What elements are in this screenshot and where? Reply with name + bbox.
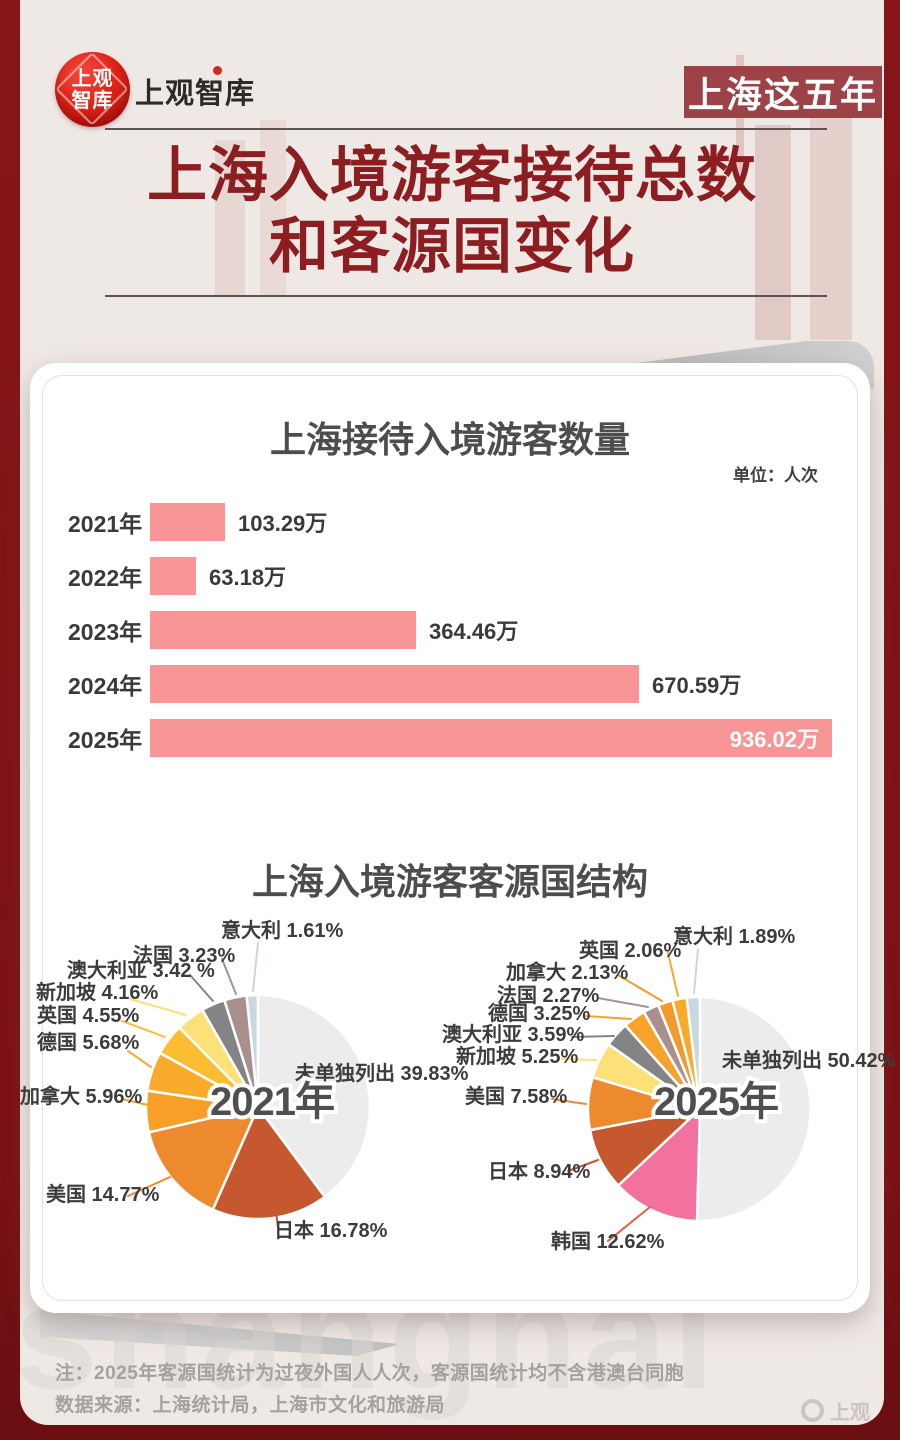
- pie-leader-line-9: [252, 942, 259, 992]
- page-title-line1: 上海入境游客接待总数: [147, 142, 757, 209]
- skyline-decor: [260, 120, 286, 295]
- pie-slice-label-0: 未单独列出 50.42%: [722, 1048, 896, 1072]
- bar-value-label: 103.29万: [238, 511, 328, 536]
- pie-slice-label-9: 意大利 1.61%: [221, 918, 343, 942]
- unit-label: 单位：人次: [733, 466, 818, 485]
- page-title: 上海入境游客接待总数 和客源国变化: [52, 140, 852, 282]
- pie-slice-label-5: 澳大利亚 3.59%: [442, 1022, 584, 1046]
- bar-row: 2022年 63.18万: [68, 549, 844, 603]
- pie-slice-label-5: 英国 4.55%: [37, 1003, 139, 1027]
- pie-slice-label-0: 未单独列出 39.83%: [295, 1061, 469, 1085]
- pie-slice-label-6: 新加坡 4.16%: [36, 980, 158, 1004]
- skyline-decor: [215, 140, 245, 295]
- pie-chart-2021: 未单独列出 39.83% 日本 16.78% 美国 14.77% 加拿大 5.96% 德…: [19, 918, 469, 1242]
- bar-row: 2024年 670.59万: [68, 657, 844, 711]
- pie-slice-1: [211, 1105, 327, 1221]
- page-title-line2: 和客源国变化: [269, 213, 635, 280]
- bar-value-label: 364.46万: [429, 619, 519, 644]
- pie-leader-line-6: [585, 1015, 632, 1020]
- pie-slice-label-2: 日本 8.94%: [488, 1160, 590, 1183]
- content-card: 上海接待入境游客数量 单位：人次 2021年 103.29万 2022年 63.18万…: [19, 363, 896, 1313]
- pie-slice-label-2: 美国 14.77%: [46, 1182, 160, 1206]
- bar: [150, 665, 639, 703]
- bar-category-label: 2025年: [68, 727, 143, 753]
- pie-leader-line-4: [561, 1058, 597, 1061]
- pie-leader-line-5: [121, 1020, 166, 1038]
- bar-chart: 2021年 103.29万 2022年 63.18万 2023年 364.46万 2024年…: [68, 495, 844, 765]
- corner-logo-text: 上观: [830, 1402, 870, 1424]
- bar: [150, 503, 225, 541]
- pie-slice-label-6: 德国 3.25%: [488, 1001, 590, 1025]
- logo-diamond-outline: [55, 52, 129, 126]
- skyline-decor: [810, 85, 852, 340]
- pie-leader-line-5: [571, 1035, 615, 1038]
- bar-category-label: 2021年: [68, 511, 143, 537]
- pie-slice-label-8: 法国 3.23%: [133, 943, 235, 967]
- logo-circle-line1: 上观: [71, 67, 114, 90]
- corner-logo-ring-icon: [801, 1399, 824, 1422]
- pie-leader-line-1: [275, 1210, 279, 1229]
- pie-slice-label-7: 法国 2.27%: [497, 983, 599, 1007]
- pie-leader-line-7: [597, 997, 649, 1008]
- bar-value-label: 63.18万: [209, 565, 287, 590]
- pie-leader-line-8: [221, 958, 237, 995]
- logo-wordmark: 上观智库: [135, 78, 256, 110]
- pie-leader-line-2: [567, 1159, 599, 1172]
- bar: 936.02万: [150, 719, 832, 757]
- pie-leader-line-10: [693, 948, 699, 994]
- bar-category-label: 2024年: [68, 673, 143, 699]
- bar: [150, 611, 416, 649]
- divider-top: [105, 128, 827, 130]
- pie-slice-10: [685, 995, 702, 1111]
- pie-leader-line-2: [127, 1176, 171, 1197]
- pie-slice-label-8: 加拿大 2.13%: [505, 960, 628, 984]
- data-source: 数据来源：上海统计局，上海市文化和旅游局: [55, 1395, 446, 1416]
- bar-value-label: 670.59万: [652, 673, 742, 698]
- footnote: 注：2025年客源国统计为过夜外国人人次，客源国统计均不含港澳台同胞: [55, 1363, 685, 1384]
- pie-chart-2025: 未单独列出 50.42% 韩国 12.62% 日本 8.94% 美国 7.58% 新加坡…: [442, 924, 896, 1253]
- bar-category-label: 2023年: [68, 619, 143, 645]
- bar-category-label: 2022年: [68, 565, 143, 591]
- bar-row: 2021年 103.29万: [68, 495, 844, 549]
- pie-section-title: 上海入境游客客源国结构: [251, 861, 648, 902]
- pearl-tower-decor: [736, 55, 744, 185]
- pie-slice-2: [147, 1105, 260, 1211]
- bar: [150, 557, 196, 595]
- pie-slice-label-1: 日本 16.78%: [274, 1219, 388, 1242]
- bar-chart-title: 上海接待入境游客数量: [269, 419, 630, 460]
- pie-center-year-label: 2025年: [654, 1080, 778, 1124]
- skyline-decor: [755, 125, 791, 340]
- pie-leader-line-3: [551, 1098, 587, 1105]
- pie-slice-0: [256, 993, 372, 1199]
- bar-row: 2025年 936.02万: [68, 711, 844, 765]
- bar-row: 2023年 364.46万: [68, 603, 844, 657]
- pie-leader-line-7: [189, 974, 214, 1002]
- pie-slice-label-9: 英国 2.06%: [579, 938, 681, 962]
- pie-leader-line-3: [121, 1098, 149, 1106]
- paper-background: 上观 智库 上观智库 上海这五年 上海入境游客接待总数 和客源国变化 上海接待入…: [19, 0, 896, 1425]
- pie-slice-label-1: 韩国 12.62%: [551, 1229, 665, 1253]
- pie-slice-label-4: 德国 5.68%: [37, 1030, 139, 1054]
- pie-slice-label-10: 意大利 1.89%: [673, 924, 795, 948]
- divider-bottom: [105, 295, 827, 297]
- bar-value-label: 936.02万: [729, 727, 819, 752]
- logo-circle-line2: 智库: [71, 89, 114, 112]
- pie-slice-label-7: 澳大利亚 3.42 %: [67, 958, 215, 982]
- pie-slice-label-3: 加拿大 5.96%: [19, 1084, 142, 1108]
- pie-slice-9: [245, 993, 260, 1109]
- pie-slice-1: [616, 1107, 702, 1223]
- pie-leader-line-9: [667, 952, 679, 997]
- pie-slice-label-3: 美国 7.58%: [465, 1084, 567, 1108]
- pie-leader-line-6: [129, 998, 187, 1016]
- pie-center-year-label: 2021年: [210, 1080, 334, 1124]
- pie-leader-line-1: [607, 1206, 651, 1242]
- pie-leader-line-4: [127, 1050, 152, 1068]
- corner-logo: 上观: [801, 1396, 870, 1425]
- logo-red-dot: [213, 66, 222, 75]
- logo-circle: 上观 智库: [55, 52, 130, 127]
- pie-leader-line-8: [617, 974, 663, 1002]
- pie-slice-label-4: 新加坡 5.25%: [456, 1044, 578, 1068]
- corner-badge: 上海这五年: [684, 66, 882, 118]
- pie-slice-0: [695, 995, 812, 1223]
